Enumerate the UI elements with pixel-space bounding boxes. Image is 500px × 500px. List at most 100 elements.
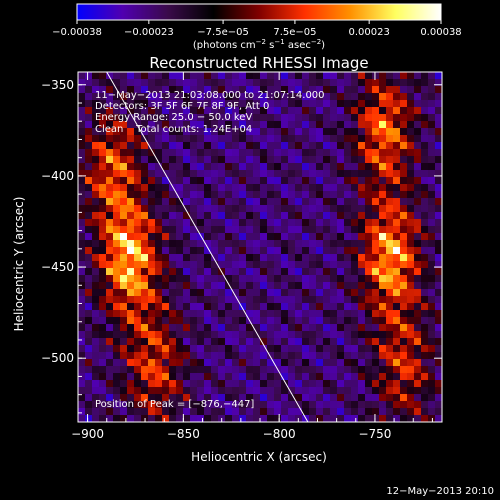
heatmap-cell bbox=[414, 373, 421, 380]
heatmap-cell bbox=[330, 303, 337, 310]
heatmap-cell bbox=[421, 275, 428, 282]
heatmap-cell bbox=[134, 303, 141, 310]
heatmap-cell bbox=[148, 296, 155, 303]
heatmap-cell bbox=[316, 79, 323, 86]
heatmap-cell bbox=[407, 373, 414, 380]
heatmap-cell bbox=[183, 86, 190, 93]
colorbar-tick-label: 7.5e−05 bbox=[273, 27, 316, 38]
heatmap-cell bbox=[176, 275, 183, 282]
heatmap-cell bbox=[141, 275, 148, 282]
heatmap-cell bbox=[295, 275, 302, 282]
heatmap-cell bbox=[330, 275, 337, 282]
heatmap-cell bbox=[435, 373, 442, 380]
heatmap-cell bbox=[344, 324, 351, 331]
heatmap-cell bbox=[253, 366, 260, 373]
heatmap-cell bbox=[400, 373, 407, 380]
heatmap-cell bbox=[92, 408, 99, 415]
heatmap-cell bbox=[99, 114, 106, 121]
heatmap-cell bbox=[134, 240, 141, 247]
heatmap-cell bbox=[113, 156, 120, 163]
heatmap-cell bbox=[169, 135, 176, 142]
heatmap-cell bbox=[351, 135, 358, 142]
heatmap-cell bbox=[302, 352, 309, 359]
heatmap-cell bbox=[393, 394, 400, 401]
heatmap-cell bbox=[106, 100, 113, 107]
heatmap-cell bbox=[120, 331, 127, 338]
heatmap-cell bbox=[428, 359, 435, 366]
heatmap-cell bbox=[309, 93, 316, 100]
heatmap-cell bbox=[218, 170, 225, 177]
heatmap-cell bbox=[141, 345, 148, 352]
heatmap-cell bbox=[78, 79, 85, 86]
heatmap-cell bbox=[435, 268, 442, 275]
heatmap-cell bbox=[288, 373, 295, 380]
heatmap-cell bbox=[365, 359, 372, 366]
heatmap-cell bbox=[155, 226, 162, 233]
heatmap-cell bbox=[155, 331, 162, 338]
heatmap-cell bbox=[85, 135, 92, 142]
heatmap-cell bbox=[414, 135, 421, 142]
heatmap-cell bbox=[407, 177, 414, 184]
heatmap-cell bbox=[365, 184, 372, 191]
heatmap-cell bbox=[260, 310, 267, 317]
heatmap-cell bbox=[225, 93, 232, 100]
heatmap-cell bbox=[351, 100, 358, 107]
heatmap-cell bbox=[232, 93, 239, 100]
heatmap-cell bbox=[134, 226, 141, 233]
heatmap-cell bbox=[267, 170, 274, 177]
heatmap-cell bbox=[372, 121, 379, 128]
heatmap-cell bbox=[99, 408, 106, 415]
heatmap-cell bbox=[274, 107, 281, 114]
heatmap-cell bbox=[127, 79, 134, 86]
heatmap-cell bbox=[78, 338, 85, 345]
heatmap-cell bbox=[239, 156, 246, 163]
heatmap-cell bbox=[85, 282, 92, 289]
heatmap-cell bbox=[218, 401, 225, 408]
heatmap-cell bbox=[232, 345, 239, 352]
heatmap-cell bbox=[365, 212, 372, 219]
heatmap-cell bbox=[232, 205, 239, 212]
heatmap-cell bbox=[134, 247, 141, 254]
heatmap-cell bbox=[127, 380, 134, 387]
heatmap-cell bbox=[393, 114, 400, 121]
heatmap-cell bbox=[246, 324, 253, 331]
heatmap-cell bbox=[414, 401, 421, 408]
heatmap-cell bbox=[113, 387, 120, 394]
heatmap-cell bbox=[232, 226, 239, 233]
heatmap-cell bbox=[414, 170, 421, 177]
heatmap-cell bbox=[239, 72, 246, 79]
heatmap-cell bbox=[225, 233, 232, 240]
heatmap-cell bbox=[113, 226, 120, 233]
heatmap-cell bbox=[106, 198, 113, 205]
heatmap-cell bbox=[155, 163, 162, 170]
heatmap-cell bbox=[253, 303, 260, 310]
heatmap-cell bbox=[197, 366, 204, 373]
heatmap-cell bbox=[134, 212, 141, 219]
heatmap-cell bbox=[190, 331, 197, 338]
heatmap-cell bbox=[211, 275, 218, 282]
x-axis-label: Heliocentric X (arcsec) bbox=[191, 450, 327, 464]
heatmap-cell bbox=[295, 324, 302, 331]
heatmap-cell bbox=[344, 317, 351, 324]
heatmap-cell bbox=[204, 303, 211, 310]
heatmap-cell bbox=[218, 359, 225, 366]
heatmap-cell bbox=[155, 254, 162, 261]
heatmap-cell bbox=[309, 72, 316, 79]
heatmap-cell bbox=[120, 184, 127, 191]
heatmap-cell bbox=[148, 254, 155, 261]
heatmap-cell bbox=[246, 387, 253, 394]
heatmap-cell bbox=[92, 107, 99, 114]
heatmap-cell bbox=[295, 296, 302, 303]
heatmap-cell bbox=[351, 121, 358, 128]
heatmap-cell bbox=[393, 331, 400, 338]
heatmap-cell bbox=[435, 303, 442, 310]
heatmap-cell bbox=[183, 282, 190, 289]
heatmap-cell bbox=[344, 212, 351, 219]
heatmap-cell bbox=[134, 100, 141, 107]
heatmap-cell bbox=[393, 93, 400, 100]
heatmap-cell bbox=[295, 149, 302, 156]
heatmap-cell bbox=[400, 380, 407, 387]
heatmap-cell bbox=[204, 128, 211, 135]
heatmap-cell bbox=[288, 205, 295, 212]
heatmap-cell bbox=[428, 380, 435, 387]
